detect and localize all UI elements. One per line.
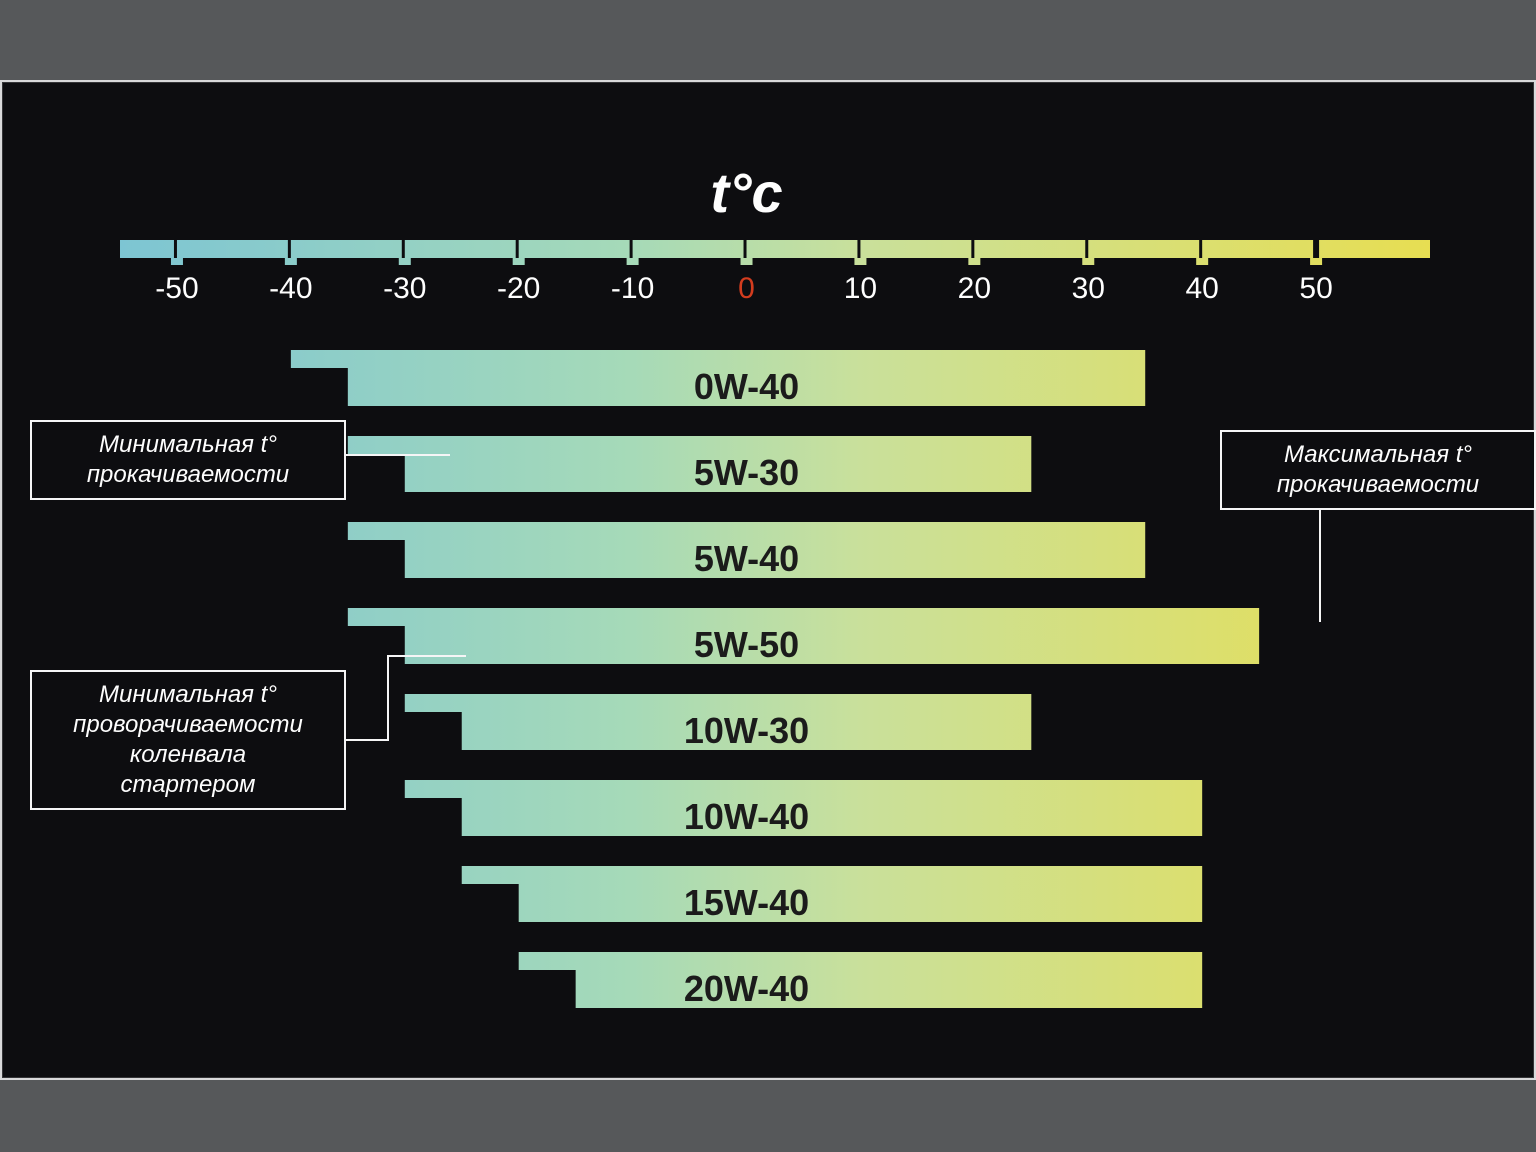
bar-label: 15W-40 — [684, 882, 809, 924]
bar-label: 0W-40 — [694, 366, 799, 408]
scale-segment — [519, 240, 630, 258]
callout-line: стартером — [48, 770, 328, 800]
bar-label: 5W-40 — [694, 538, 799, 580]
callout-line: Минимальная t° — [48, 680, 328, 710]
scale-segment — [974, 240, 1085, 258]
tick-label: 10 — [844, 272, 877, 306]
scale-tick-notch — [1310, 258, 1322, 265]
tick-label: 40 — [1185, 272, 1218, 306]
callout-pump-max: Максимальная t°прокачиваемости — [1220, 430, 1536, 510]
bar-label: 10W-40 — [684, 796, 809, 838]
tick-label: 0 — [738, 272, 755, 306]
tick-label: -30 — [383, 272, 426, 306]
callout-line: прокачиваемости — [1238, 470, 1518, 500]
scale-segment — [1202, 240, 1313, 258]
scale-segment — [860, 240, 971, 258]
tick-label: 30 — [1072, 272, 1105, 306]
callout-line: проворачиваемости — [48, 710, 328, 740]
bar-label: 5W-30 — [694, 452, 799, 494]
callout-line: коленвала — [48, 740, 328, 770]
callout-crank-min: Минимальная t°проворачиваемостиколенвала… — [30, 670, 346, 810]
tick-label: -40 — [269, 272, 312, 306]
viscosity-bar — [348, 436, 1031, 492]
callout-line: Минимальная t° — [48, 430, 328, 460]
tick-label: -10 — [611, 272, 654, 306]
scale-segment — [1319, 240, 1430, 258]
scale-tick-notch — [968, 258, 980, 265]
scale-tick-notch — [399, 258, 411, 265]
callout-line: прокачиваемости — [48, 460, 328, 490]
scale-segment — [177, 240, 288, 258]
axis-title: t°c — [710, 160, 782, 225]
viscosity-bar — [462, 866, 1202, 922]
tick-label: 20 — [958, 272, 991, 306]
scale-segment — [747, 240, 858, 258]
scale-tick-notch — [741, 258, 753, 265]
scale-tick-notch — [1196, 258, 1208, 265]
viscosity-bar — [519, 952, 1202, 1008]
scale-segment — [633, 240, 744, 258]
scale-tick-notch — [854, 258, 866, 265]
tick-label: -20 — [497, 272, 540, 306]
scale-tick-notch — [285, 258, 297, 265]
viscosity-bar — [348, 608, 1259, 664]
scale-tick-notch — [513, 258, 525, 265]
chart-frame: t°c -50 -40 -30 -20 -10 0 10 20 30 40 50 0W-40 5W-30 5… — [0, 80, 1536, 1080]
bar-label: 10W-30 — [684, 710, 809, 752]
scale-segment — [405, 240, 516, 258]
bar-label: 5W-50 — [694, 624, 799, 666]
scale-tick-notch — [1082, 258, 1094, 265]
scale-segment — [1088, 240, 1199, 258]
bar-label: 20W-40 — [684, 968, 809, 1010]
viscosity-chart: t°c -50 -40 -30 -20 -10 0 10 20 30 40 50 0W-40 5W-30 5… — [50, 100, 1486, 1060]
callout-line: Максимальная t° — [1238, 440, 1518, 470]
scale-tick-notch — [171, 258, 183, 265]
tick-label: 50 — [1299, 272, 1332, 306]
scale-segment — [291, 240, 402, 258]
tick-label: -50 — [155, 272, 198, 306]
scale-segment — [120, 240, 174, 258]
callout-pump-min: Минимальная t°прокачиваемости — [30, 420, 346, 500]
scale-tick-notch — [627, 258, 639, 265]
